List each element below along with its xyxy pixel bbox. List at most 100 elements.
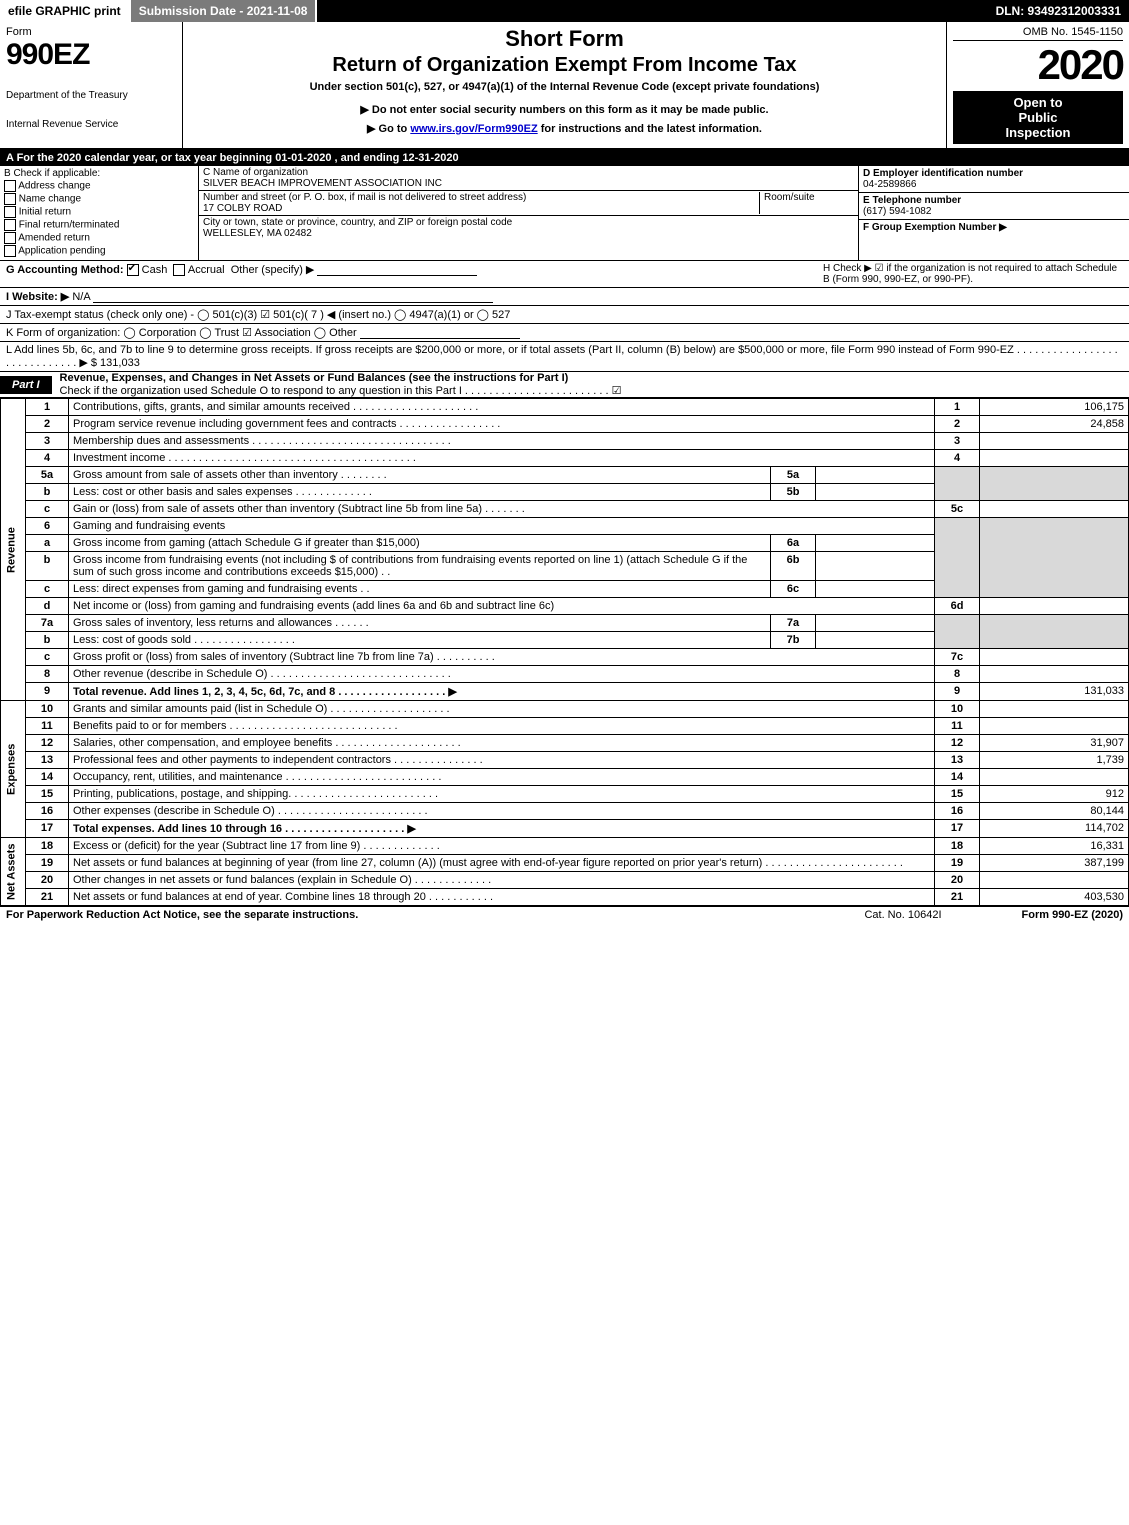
box-b: B Check if applicable: Address change Na… [0, 166, 199, 260]
desc-4: Investment income . . . . . . . . . . . … [69, 450, 935, 467]
ln-14: 14 [26, 769, 69, 786]
val-4 [980, 450, 1129, 467]
val-7c [980, 649, 1129, 666]
val-9: 131,033 [980, 683, 1129, 701]
val-1: 106,175 [980, 399, 1129, 416]
side-label-revenue: Revenue [1, 399, 26, 701]
num-12: 12 [935, 735, 980, 752]
ln-17: 17 [26, 820, 69, 838]
desc-10: Grants and similar amounts paid (list in… [69, 701, 935, 718]
subval-5a [816, 467, 935, 484]
desc-5a: Gross amount from sale of assets other t… [69, 467, 771, 484]
desc-6d: Net income or (loss) from gaming and fun… [69, 598, 935, 615]
paperwork-notice: For Paperwork Reduction Act Notice, see … [6, 909, 784, 921]
val-3 [980, 433, 1129, 450]
org-name-label: C Name of organization [203, 167, 854, 178]
num-2: 2 [935, 416, 980, 433]
num-20: 20 [935, 872, 980, 889]
desc-6c: Less: direct expenses from gaming and fu… [69, 581, 771, 598]
open-line1: Open to [957, 95, 1119, 110]
ln-1: 1 [26, 399, 69, 416]
num-5c: 5c [935, 501, 980, 518]
do-not-enter: ▶ Do not enter social security numbers o… [193, 103, 936, 116]
shade-6 [935, 518, 980, 598]
checkbox-cash[interactable] [127, 264, 139, 276]
goto-line: ▶ Go to www.irs.gov/Form990EZ for instru… [193, 122, 936, 135]
open-public-inspection: Open to Public Inspection [953, 91, 1123, 144]
desc-12: Salaries, other compensation, and employ… [69, 735, 935, 752]
ln-4: 4 [26, 450, 69, 467]
other-specify-input[interactable] [317, 263, 477, 276]
top-bar: efile GRAPHIC print Submission Date - 20… [0, 0, 1129, 22]
lines-table: Revenue 1 Contributions, gifts, grants, … [0, 398, 1129, 906]
shade-5 [935, 467, 980, 501]
desc-14: Occupancy, rent, utilities, and maintena… [69, 769, 935, 786]
sub-5b: 5b [771, 484, 816, 501]
desc-13: Professional fees and other payments to … [69, 752, 935, 769]
shadeval-6 [980, 518, 1129, 598]
checkbox-final-return[interactable]: Final return/terminated [4, 219, 194, 231]
num-17: 17 [935, 820, 980, 838]
desc-2: Program service revenue including govern… [69, 416, 935, 433]
form-footer-id: Form 990-EZ (2020) [1022, 909, 1123, 921]
under-section: Under section 501(c), 527, or 4947(a)(1)… [193, 81, 936, 93]
part1-tab: Part I [0, 376, 52, 394]
label-name-change: Name change [19, 194, 81, 205]
g-label: G Accounting Method: [6, 264, 124, 276]
sub-7a: 7a [771, 615, 816, 632]
val-20 [980, 872, 1129, 889]
tel: (617) 594-1082 [863, 206, 931, 217]
label-application-pending: Application pending [18, 246, 105, 257]
ln-16: 16 [26, 803, 69, 820]
ln-3: 3 [26, 433, 69, 450]
checkbox-address-change[interactable]: Address change [4, 180, 194, 192]
line-i: I Website: ▶ N/A [0, 288, 1129, 306]
l-amount: $ 131,033 [91, 357, 140, 369]
k-other-input[interactable] [360, 326, 520, 339]
ln-5a: 5a [26, 467, 69, 484]
checkbox-accrual[interactable] [173, 264, 185, 276]
side-label-expenses: Expenses [1, 701, 26, 838]
ln-9: 9 [26, 683, 69, 701]
line-g-h: G Accounting Method: Cash Accrual Other … [0, 261, 1129, 288]
side-label-net: Net Assets [1, 838, 26, 906]
subval-6c [816, 581, 935, 598]
goto-link[interactable]: www.irs.gov/Form990EZ [410, 123, 537, 135]
num-15: 15 [935, 786, 980, 803]
desc-9-bold: Total revenue. Add lines 1, 2, 3, 4, 5c,… [73, 686, 457, 698]
sub-7b: 7b [771, 632, 816, 649]
ln-5c: c [26, 501, 69, 518]
ein-label: D Employer identification number [863, 168, 1023, 179]
part1-check: Check if the organization used Schedule … [60, 385, 622, 397]
org-name: SILVER BEACH IMPROVEMENT ASSOCIATION INC [203, 178, 854, 189]
line-a: A For the 2020 calendar year, or tax yea… [0, 150, 1129, 166]
checkbox-amended-return[interactable]: Amended return [4, 232, 194, 244]
desc-7c: Gross profit or (loss) from sales of inv… [69, 649, 935, 666]
open-line3: Inspection [957, 125, 1119, 140]
tel-label: E Telephone number [863, 195, 961, 206]
num-16: 16 [935, 803, 980, 820]
ln-6b: b [26, 552, 69, 581]
efile-print-button[interactable]: efile GRAPHIC print [0, 0, 131, 22]
line-k: K Form of organization: ◯ Corporation ◯ … [0, 324, 1129, 342]
label-initial-return: Initial return [19, 207, 71, 218]
desc-17-bold: Total expenses. Add lines 10 through 16 … [73, 823, 416, 835]
dept-irs: Internal Revenue Service [6, 119, 176, 130]
desc-17: Total expenses. Add lines 10 through 16 … [69, 820, 935, 838]
shadeval-7 [980, 615, 1129, 649]
val-14 [980, 769, 1129, 786]
group-exemption-label: F Group Exemption Number ▶ [863, 222, 1007, 233]
val-6d [980, 598, 1129, 615]
checkbox-application-pending[interactable]: Application pending [4, 245, 194, 257]
desc-6: Gaming and fundraising events [69, 518, 935, 535]
checkbox-name-change[interactable]: Name change [4, 193, 194, 205]
line-j: J Tax-exempt status (check only one) - ◯… [0, 306, 1129, 324]
num-10: 10 [935, 701, 980, 718]
desc-9: Total revenue. Add lines 1, 2, 3, 4, 5c,… [69, 683, 935, 701]
website-value: N/A [72, 291, 90, 303]
form-number: 990EZ [6, 38, 176, 72]
checkbox-initial-return[interactable]: Initial return [4, 206, 194, 218]
num-11: 11 [935, 718, 980, 735]
ln-7c: c [26, 649, 69, 666]
val-16: 80,144 [980, 803, 1129, 820]
